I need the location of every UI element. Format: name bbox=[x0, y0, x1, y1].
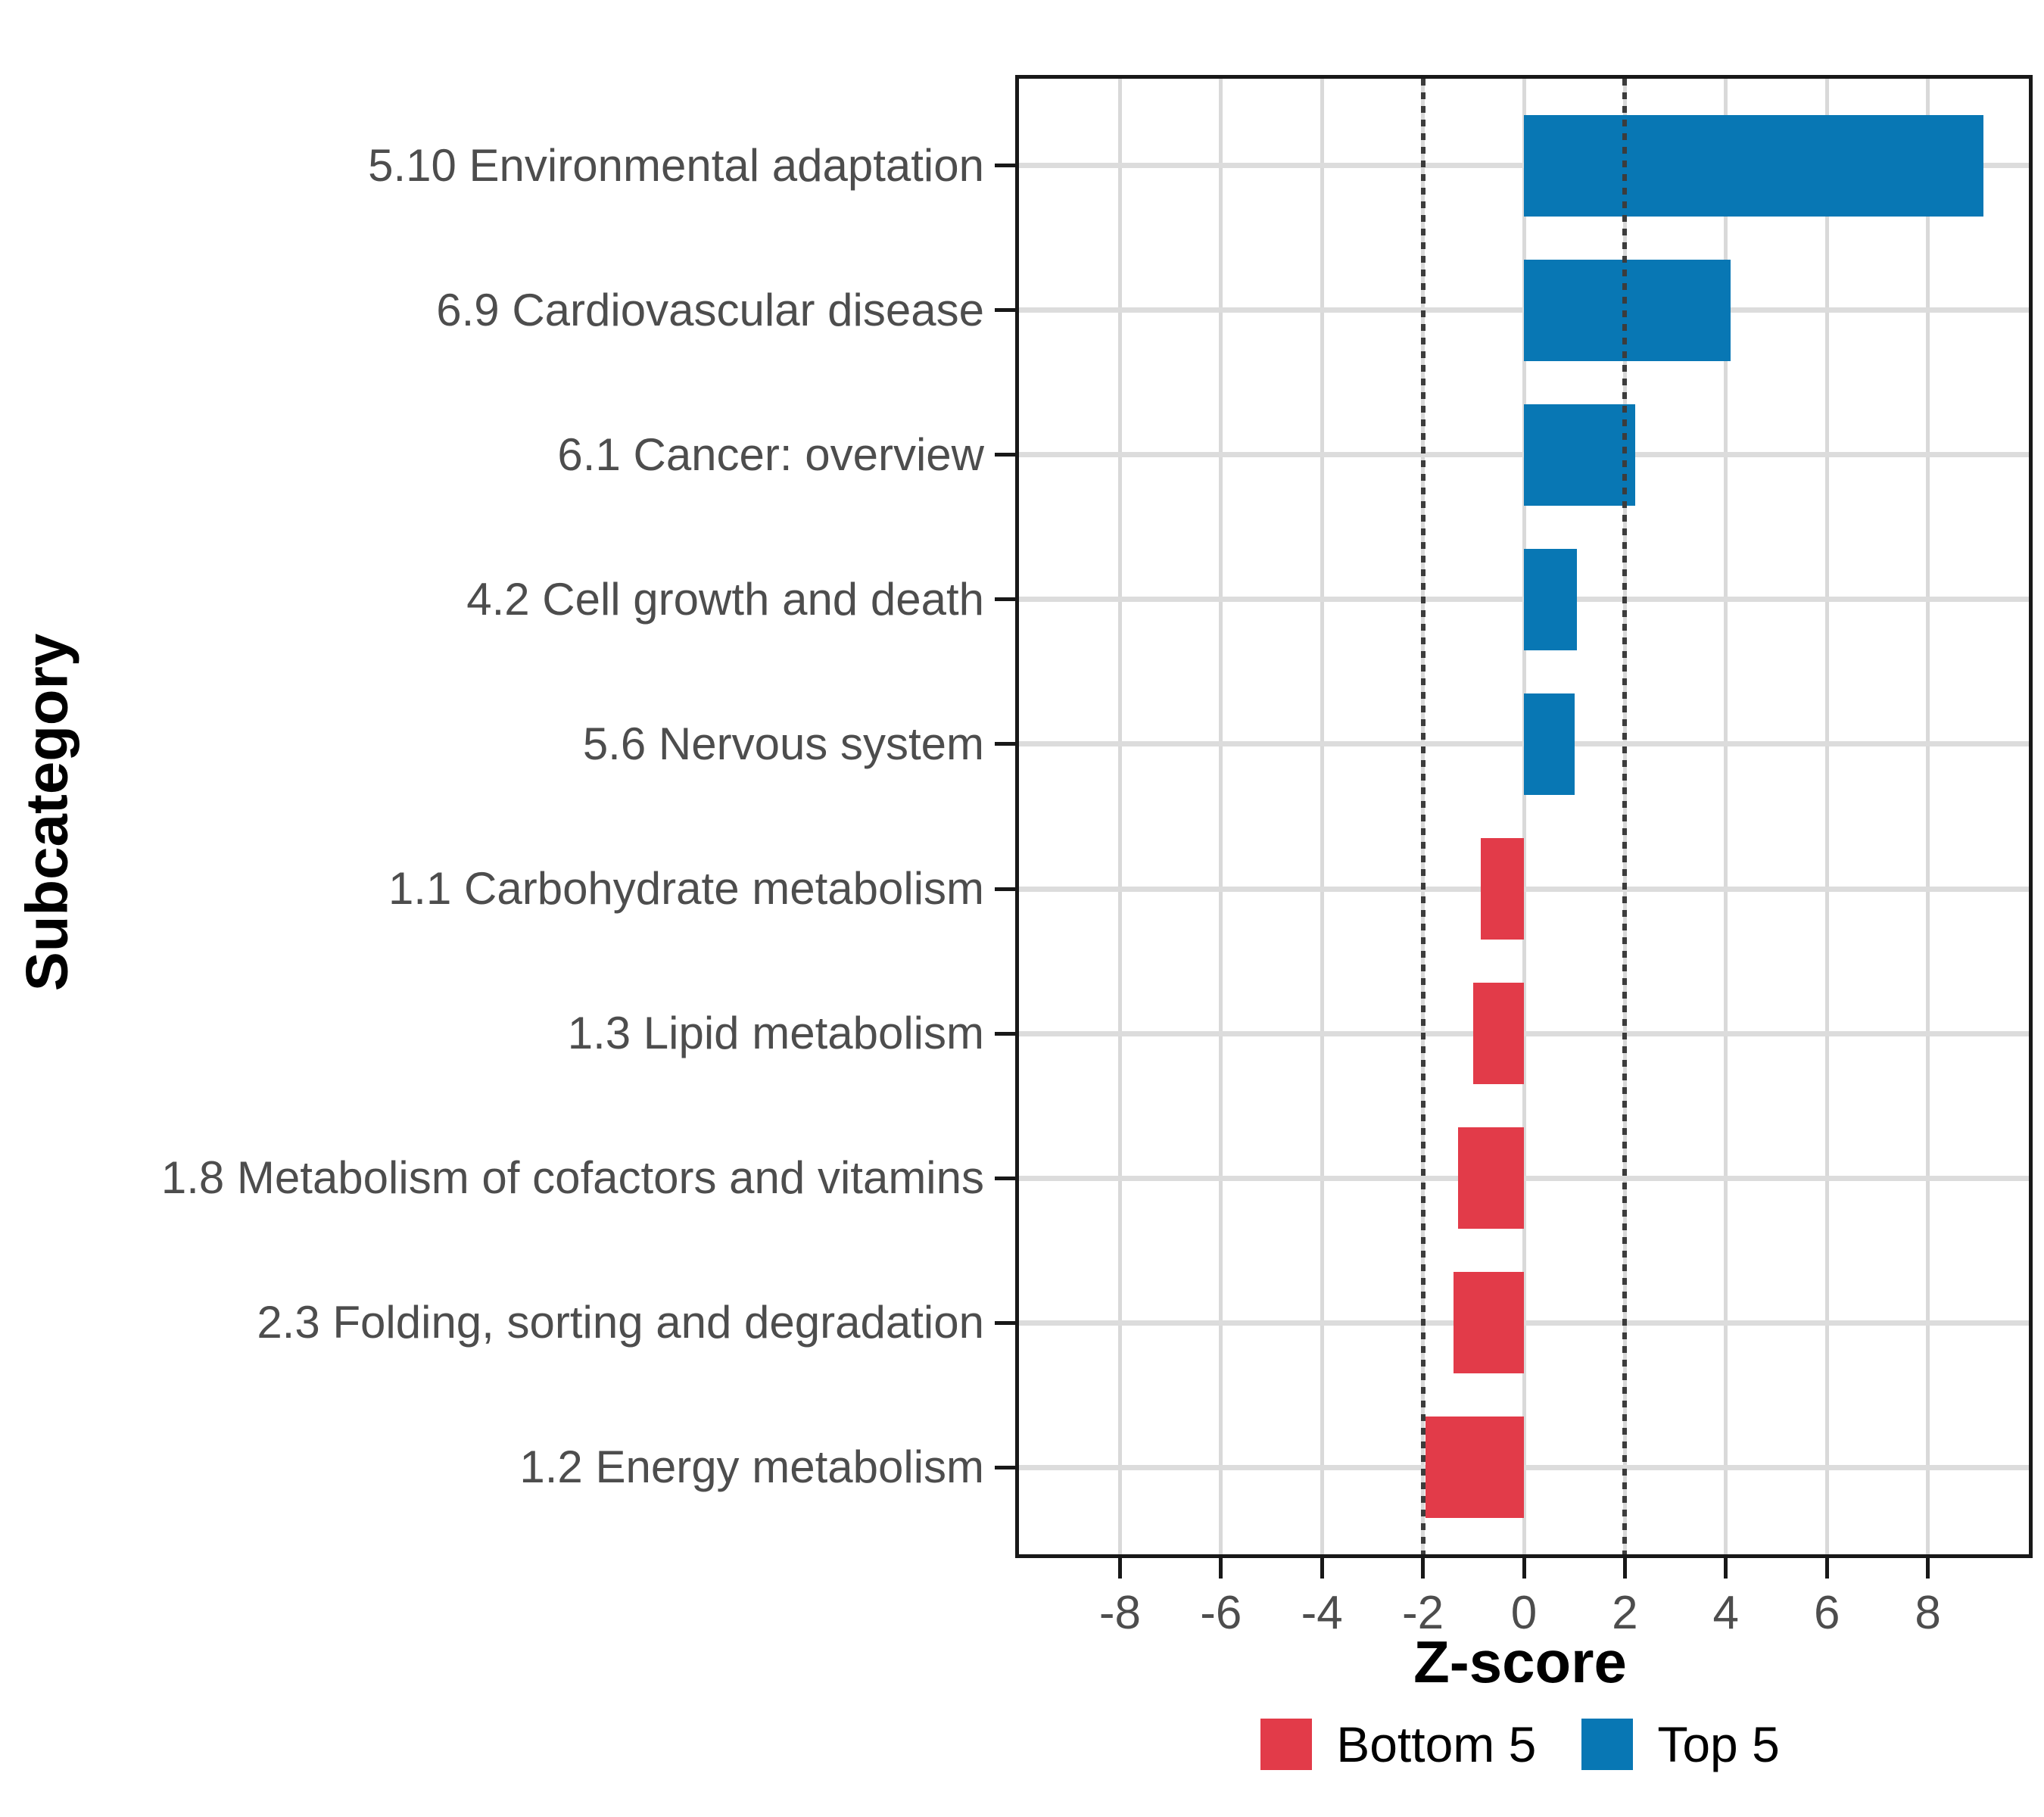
x-tick-label: -2 bbox=[1402, 1587, 1444, 1639]
y-tick-mark bbox=[995, 1176, 1015, 1180]
gridline-vertical bbox=[1824, 79, 1829, 1554]
x-tick-label: 0 bbox=[1510, 1587, 1538, 1639]
legend-entry: Bottom 5 bbox=[1260, 1719, 1536, 1770]
x-tick-mark bbox=[1117, 1558, 1122, 1579]
legend: Bottom 5 Top 5 bbox=[1015, 1719, 2025, 1770]
gridline-horizontal bbox=[1019, 1030, 2029, 1036]
legend-label: Bottom 5 bbox=[1336, 1716, 1537, 1772]
y-tick-mark bbox=[995, 1320, 1015, 1325]
gridline-vertical bbox=[1724, 79, 1728, 1554]
bar bbox=[1473, 983, 1524, 1084]
y-tick-mark bbox=[995, 742, 1015, 746]
gridline-horizontal bbox=[1019, 1175, 2029, 1181]
x-tick-label: 4 bbox=[1712, 1587, 1740, 1639]
y-tick-mark bbox=[995, 597, 1015, 602]
x-tick-mark bbox=[1522, 1558, 1526, 1579]
legend-swatch bbox=[1260, 1719, 1313, 1770]
y-category-label: 6.9 Cardiovascular disease bbox=[436, 284, 984, 335]
bar bbox=[1458, 1127, 1524, 1230]
x-tick-label: 6 bbox=[1813, 1587, 1840, 1639]
x-tick-label: 8 bbox=[1915, 1587, 1941, 1639]
bar bbox=[1425, 1417, 1524, 1519]
x-tick-label: -4 bbox=[1301, 1587, 1343, 1639]
y-tick-mark bbox=[995, 453, 1015, 457]
bar bbox=[1453, 1272, 1524, 1374]
plot-panel bbox=[1015, 75, 2033, 1558]
x-tick-mark bbox=[1622, 1558, 1627, 1579]
y-tick-mark bbox=[995, 308, 1015, 313]
y-category-label: 1.1 Carbohydrate metabolism bbox=[388, 863, 984, 915]
bar bbox=[1524, 259, 1731, 361]
bar bbox=[1524, 404, 1635, 506]
x-tick-label: -8 bbox=[1098, 1587, 1141, 1639]
gridline-vertical bbox=[1522, 79, 1526, 1554]
gridline-vertical bbox=[1117, 79, 1122, 1554]
y-category-label: 2.3 Folding, sorting and degradation bbox=[257, 1297, 984, 1348]
y-category-label: 4.2 Cell growth and death bbox=[466, 573, 984, 625]
gridline-vertical bbox=[1926, 79, 1930, 1554]
x-tick-label: 2 bbox=[1612, 1587, 1638, 1639]
y-category-label: 5.10 Environmental adaptation bbox=[368, 139, 984, 191]
bar bbox=[1524, 549, 1578, 650]
y-tick-mark bbox=[995, 1465, 1015, 1469]
legend-entry: Top 5 bbox=[1581, 1716, 1780, 1772]
y-category-label: 5.6 Nervous system bbox=[582, 718, 984, 769]
gridline-vertical bbox=[1219, 79, 1223, 1554]
legend-label: Top 5 bbox=[1657, 1716, 1780, 1772]
x-tick-mark bbox=[1824, 1558, 1829, 1579]
legend-swatch bbox=[1581, 1719, 1634, 1770]
y-category-label: 1.3 Lipid metabolism bbox=[567, 1008, 984, 1059]
y-category-label: 1.2 Energy metabolism bbox=[519, 1441, 984, 1493]
bar bbox=[1481, 838, 1524, 940]
x-axis-title: Z-score bbox=[1413, 1628, 1627, 1695]
gridline-horizontal bbox=[1019, 886, 2029, 892]
x-tick-mark bbox=[1320, 1558, 1324, 1579]
bar bbox=[1524, 114, 1983, 217]
gridline-horizontal bbox=[1019, 1464, 2029, 1470]
gridline-vertical bbox=[1320, 79, 1324, 1554]
x-tick-mark bbox=[1421, 1558, 1426, 1579]
y-tick-mark bbox=[995, 887, 1015, 891]
y-tick-mark bbox=[995, 1031, 1015, 1036]
y-tick-mark bbox=[995, 164, 1015, 168]
y-category-label: 6.1 Cancer: overview bbox=[557, 429, 984, 480]
x-tick-mark bbox=[1724, 1558, 1728, 1579]
x-tick-label: -6 bbox=[1200, 1587, 1242, 1639]
x-tick-mark bbox=[1219, 1558, 1223, 1579]
x-tick-mark bbox=[1926, 1558, 1930, 1579]
y-axis-title: Subcategory bbox=[13, 633, 80, 992]
threshold-line bbox=[1622, 79, 1628, 1554]
bar bbox=[1524, 693, 1575, 795]
y-category-label: 1.8 Metabolism of cofactors and vitamins bbox=[160, 1152, 984, 1204]
gridline-horizontal bbox=[1019, 1320, 2029, 1326]
threshold-line bbox=[1420, 79, 1426, 1554]
